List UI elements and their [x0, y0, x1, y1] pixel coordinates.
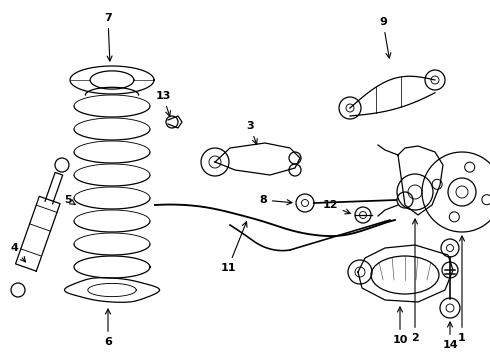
Text: 8: 8	[259, 195, 292, 205]
Text: 14: 14	[442, 322, 458, 350]
Text: 11: 11	[220, 222, 247, 273]
Text: 4: 4	[10, 243, 25, 262]
Text: 1: 1	[458, 236, 466, 343]
Text: 13: 13	[155, 91, 171, 116]
Text: 2: 2	[411, 219, 419, 343]
Text: 10: 10	[392, 307, 408, 345]
Text: 3: 3	[246, 121, 257, 144]
Text: 6: 6	[104, 309, 112, 347]
Text: 12: 12	[322, 200, 350, 214]
Text: 9: 9	[379, 17, 391, 58]
Text: 5: 5	[64, 195, 75, 205]
Text: 7: 7	[104, 13, 112, 61]
